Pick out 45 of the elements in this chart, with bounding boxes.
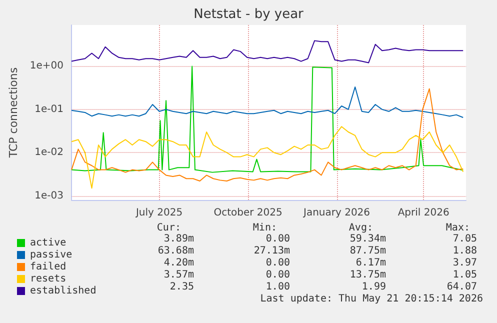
text: 3.89m	[164, 234, 194, 244]
line-series	[71, 66, 464, 173]
legend-label: active	[30, 238, 66, 248]
text: 64.07	[446, 282, 477, 292]
text: Min:	[252, 222, 277, 234]
text: 27.13m	[254, 246, 290, 256]
text: 3.57m	[164, 270, 194, 280]
text: 1.99	[362, 282, 386, 292]
y-tick-label: 1e-02	[34, 147, 64, 158]
line-series	[71, 126, 464, 189]
text: Max:	[446, 222, 470, 234]
text: 3.97	[452, 258, 477, 268]
text: 1.05	[452, 270, 477, 280]
legend-label: passive	[30, 250, 72, 260]
text: 4.20m	[164, 258, 194, 268]
text: 7.05	[452, 234, 477, 244]
text: 0.00	[266, 234, 290, 244]
text: Cur:	[156, 222, 181, 234]
y-tick-label: 1e-03	[34, 190, 64, 202]
text: 1.00	[266, 282, 290, 292]
text: Last update: Thu May 21 20:15:14 2026	[260, 294, 483, 304]
y-tick-label: 1e+00	[30, 60, 64, 72]
x-tick-label: April 2026	[398, 208, 450, 218]
text: 87.75m	[350, 246, 386, 256]
legend-label: established	[30, 286, 96, 296]
line-series	[71, 40, 464, 64]
x-tick-label: October 2025	[214, 208, 282, 218]
chart-title: Netstat - by year	[194, 7, 304, 22]
text: 13.75m	[350, 270, 386, 280]
y-tick-label: 1e-01	[34, 104, 64, 115]
y-axis-title: TCP connections	[7, 67, 20, 159]
legend-label: resets	[30, 274, 66, 284]
text: 2.35	[170, 282, 194, 292]
x-tick-label: July 2025	[134, 208, 183, 218]
x-tick-label: January 2026	[302, 208, 370, 218]
text: Avg:	[348, 222, 373, 234]
text: 59.34m	[350, 234, 386, 244]
line-series	[71, 86, 464, 118]
line-series	[71, 88, 464, 182]
legend-label: failed	[30, 262, 66, 272]
text: 0.00	[266, 270, 290, 280]
text: 6.17m	[356, 258, 386, 268]
text: 0.00	[266, 258, 290, 268]
text: 1.88	[452, 246, 477, 256]
text: 63.68m	[158, 246, 194, 256]
